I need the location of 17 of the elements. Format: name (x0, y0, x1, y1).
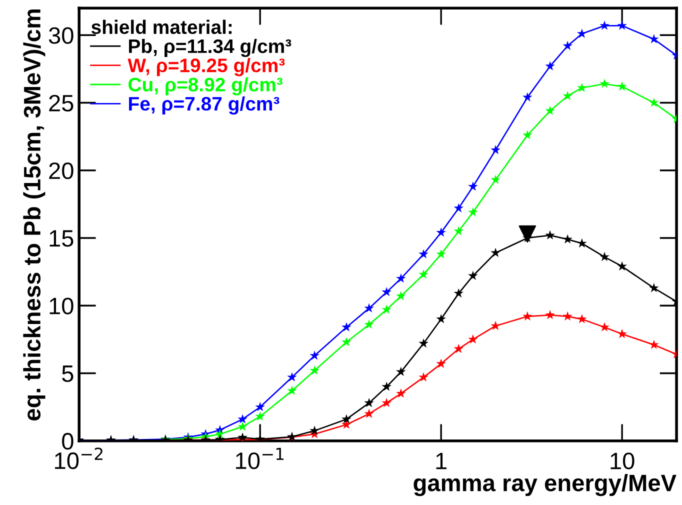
y-tick-label: 10 (50, 298, 74, 314)
y-tick-label: 20 (49, 162, 74, 180)
y-axis-title: eq. thickness to Pb (15cm, 3MeV)/cm (23, 10, 46, 420)
y-tick-label: 30 (48, 27, 74, 44)
x-tick-label: 1 (436, 452, 446, 470)
x-tick-label: 10$^{−1}$ (236, 448, 284, 470)
legend-label: Pb, ρ=11.34 g/cm³ (129, 38, 292, 58)
legend-title: shield material: (91, 20, 232, 34)
legend-label: Fe, ρ=7.87 g/cm³ (129, 96, 280, 115)
x-axis-title: gamma ray energy/MeV (414, 474, 676, 496)
legend-label: Cu, ρ=8.92 g/cm³ (128, 77, 283, 96)
y-tick-label: 15 (50, 230, 74, 247)
y-tick-label: 0 (62, 432, 74, 450)
y-tick-label: 25 (49, 94, 74, 112)
legend-label: W, ρ=19.25 g/cm³ (128, 58, 285, 76)
y-tick-label: 5 (62, 366, 74, 382)
x-tick-label: 10 (610, 452, 634, 470)
